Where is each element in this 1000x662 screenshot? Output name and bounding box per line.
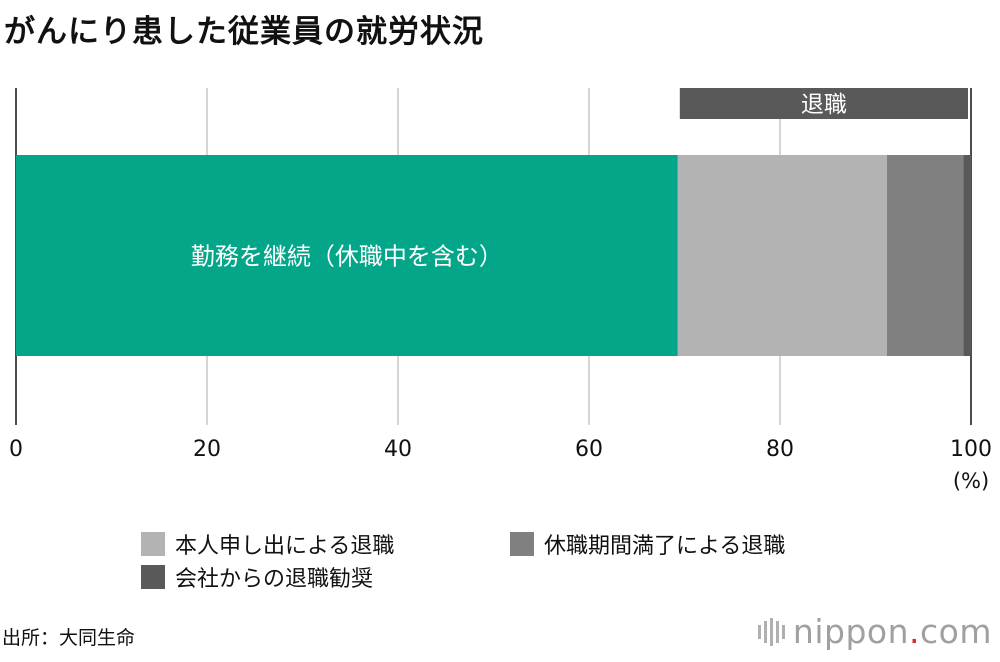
x-tick-label: 20: [193, 437, 221, 462]
legend-item-company-recommended: 会社からの退職勧奨: [141, 561, 373, 593]
bar-chart: 勤務を継続（休職中を含む） 退職 0 20 40 60 80 100 (%): [9, 88, 992, 493]
legend-swatch: [141, 565, 165, 589]
legend-label: 会社からの退職勧奨: [175, 567, 374, 592]
logo-mark-icon: [757, 617, 785, 646]
legend-swatch: [141, 532, 165, 556]
bar-segment: [963, 155, 971, 356]
bar-segment: [677, 155, 887, 356]
retirement-bracket: [679, 88, 968, 119]
logo-dot: .: [909, 612, 921, 651]
retirement-bracket-label: 退職: [801, 92, 847, 118]
logo-suffix: com: [920, 612, 992, 651]
bar-segment-label: 勤務を継続（休職中を含む）: [191, 243, 503, 271]
x-axis-unit: (%): [953, 469, 989, 493]
nippon-logo: nippon. com: [757, 612, 992, 651]
legend-label: 休職期間満了による退職: [544, 534, 786, 559]
bar-segment: [886, 155, 964, 356]
bar-segment: [16, 155, 678, 356]
source-note: 出所：大同生命: [2, 627, 136, 649]
chart-title: がんにり患した従業員の就労状況: [4, 14, 484, 50]
x-tick-label: 0: [9, 437, 23, 462]
x-tick-label: 80: [766, 437, 794, 462]
x-tick-label: 100: [950, 437, 992, 462]
logo-name: nippon: [792, 612, 910, 651]
legend-item-leave-expired: 休職期間満了による退職: [510, 528, 785, 560]
x-tick-label: 60: [575, 437, 603, 462]
x-tick-label: 40: [384, 437, 412, 462]
legend-item-voluntary: 本人申し出による退職: [141, 528, 394, 560]
legend-label: 本人申し出による退職: [175, 534, 395, 559]
legend-swatch: [510, 532, 534, 556]
